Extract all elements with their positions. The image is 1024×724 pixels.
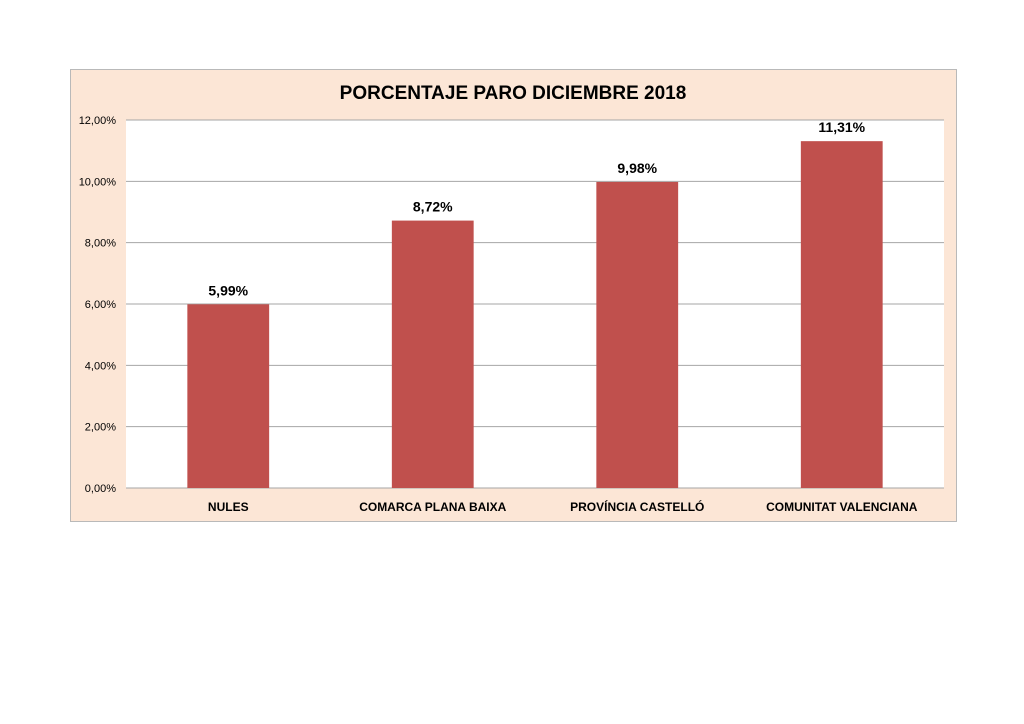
y-tick-label: 8,00% xyxy=(85,238,116,250)
y-tick-label: 12,00% xyxy=(79,115,117,127)
bar xyxy=(187,304,270,488)
y-tick-label: 4,00% xyxy=(85,360,116,372)
data-label: 5,99% xyxy=(208,282,248,298)
y-axis-ticks: 0,00% 2,00% 4,00% 6,00% 8,00% 10,00% 12,00% xyxy=(79,115,117,495)
bars xyxy=(187,141,883,489)
y-tick-label: 10,00% xyxy=(79,176,117,188)
data-label: 11,31% xyxy=(818,119,865,135)
bar xyxy=(800,141,883,488)
bar xyxy=(596,181,679,489)
data-label: 8,72% xyxy=(413,199,453,215)
y-tick-label: 2,00% xyxy=(85,422,116,434)
x-tick-label: COMARCA PLANA BAIXA xyxy=(359,500,506,514)
data-label: 9,98% xyxy=(617,160,657,176)
y-tick-label: 6,00% xyxy=(85,299,116,311)
y-tick-label: 0,00% xyxy=(85,483,116,495)
x-tick-label: NULES xyxy=(208,500,249,514)
bar xyxy=(391,220,474,488)
data-labels: 5,99% 8,72% 9,98% 11,31% xyxy=(208,119,865,298)
x-axis-ticks: NULES COMARCA PLANA BAIXA PROVÍNCIA CASTEL… xyxy=(208,499,918,514)
x-tick-label: PROVÍNCIA CASTELLÓ xyxy=(570,499,704,514)
chart-title: PORCENTAJE PARO DICIEMBRE 2018 xyxy=(340,83,687,104)
x-tick-label: COMUNITAT VALENCIANA xyxy=(766,500,918,514)
